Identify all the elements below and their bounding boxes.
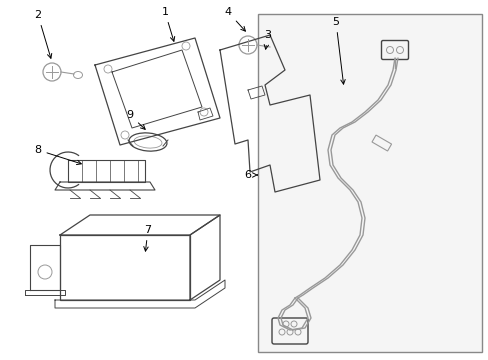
Bar bbox=[266, 107, 283, 120]
Bar bbox=[60, 235, 190, 300]
Text: 3: 3 bbox=[264, 30, 271, 49]
Text: 9: 9 bbox=[126, 110, 145, 129]
Text: 1: 1 bbox=[161, 7, 174, 41]
Text: 7: 7 bbox=[143, 225, 151, 251]
Bar bbox=[266, 125, 283, 138]
Text: 4: 4 bbox=[224, 7, 245, 31]
Text: 5: 5 bbox=[332, 17, 345, 84]
Text: 8: 8 bbox=[34, 145, 81, 165]
Bar bbox=[258, 14, 481, 352]
Text: 6: 6 bbox=[244, 170, 257, 180]
Bar bbox=[371, 135, 391, 151]
Text: 2: 2 bbox=[34, 10, 52, 58]
